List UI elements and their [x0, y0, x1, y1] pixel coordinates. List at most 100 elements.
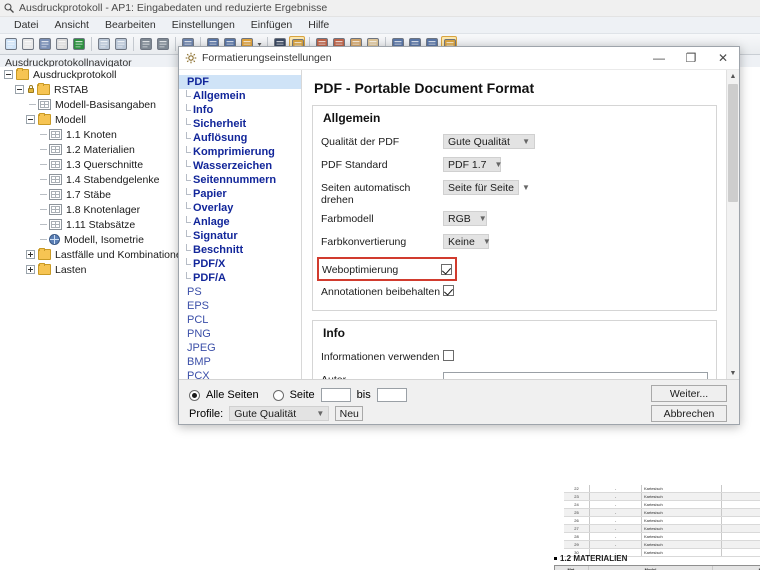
menu-bearbeiten[interactable]: Bearbeiten	[104, 19, 156, 31]
collapse-icon[interactable]	[15, 85, 24, 94]
table-cell: Kartesisch	[642, 533, 722, 540]
tree-item-1-1-knoten[interactable]: 1.1 Knoten	[0, 127, 178, 142]
continue-button[interactable]: Weiter...	[651, 385, 727, 402]
format-item-pdf[interactable]: PDF	[179, 75, 301, 89]
tree-item-1-3-querschnitte[interactable]: 1.3 Querschnitte	[0, 157, 178, 172]
colormodel-select[interactable]: RGB ▼	[443, 211, 487, 226]
tree-item-ausdruckprotokoll[interactable]: Ausdruckprotokoll	[0, 67, 178, 82]
format-item-allgemein[interactable]: Allgemein	[179, 89, 301, 103]
tree-item-lastf-lle-und-kombinationen[interactable]: Lastfälle und Kombinationen	[0, 247, 178, 262]
tree-item-1-11-stabs-tze[interactable]: 1.11 Stabsätze	[0, 217, 178, 232]
minimize-button[interactable]: —	[653, 51, 665, 65]
menu-datei[interactable]: Datei	[14, 19, 39, 31]
previous-page-icon[interactable]	[96, 36, 112, 52]
format-item-wasserzeichen[interactable]: Wasserzeichen	[179, 159, 301, 173]
format-item-overlay[interactable]: Overlay	[179, 201, 301, 215]
format-item-bmp[interactable]: BMP	[179, 355, 301, 369]
annotationen-checkbox[interactable]	[443, 285, 454, 296]
new-icon[interactable]	[3, 36, 19, 52]
menu-einfuegen[interactable]: Einfügen	[250, 19, 293, 31]
page-range-radio[interactable]	[272, 389, 284, 401]
page-from-input[interactable]	[320, 388, 351, 402]
format-item-png[interactable]: PNG	[179, 327, 301, 341]
tree-connector	[37, 142, 49, 157]
tree-item-label: Ausdruckprotokoll	[33, 68, 117, 81]
scrollbar-thumb[interactable]	[728, 84, 738, 202]
expand-icon[interactable]	[26, 250, 35, 259]
colorconv-select[interactable]: Keine ▼	[443, 234, 491, 249]
refresh-icon[interactable]	[71, 36, 87, 52]
open-icon[interactable]	[20, 36, 36, 52]
tree-item-label: 1.1 Knoten	[66, 128, 117, 141]
table-header-cell: Mat.	[555, 566, 589, 570]
scroll-down-icon[interactable]: ▼	[727, 367, 739, 379]
format-item-signatur[interactable]: Signatur	[179, 229, 301, 243]
format-item-label: PCL	[187, 314, 209, 326]
row-standard: PDF Standard PDF 1.7 ▼	[321, 157, 708, 175]
format-item-pdf-a[interactable]: PDF/A	[179, 271, 301, 285]
table-icon	[49, 219, 62, 230]
profile-select[interactable]: Gute Qualität ▼	[229, 406, 330, 421]
format-item-komprimierung[interactable]: Komprimierung	[179, 145, 301, 159]
tree-item-modell[interactable]: Modell	[0, 112, 178, 127]
format-item-label: Anlage	[193, 216, 230, 228]
use-info-checkbox[interactable]	[443, 350, 454, 361]
settings-scrollbar[interactable]: ▲ ▼	[726, 70, 739, 379]
weboptimierung-checkbox[interactable]	[441, 264, 452, 275]
format-item-anlage[interactable]: Anlage	[179, 215, 301, 229]
dropdown-arrow-icon[interactable]	[256, 36, 263, 52]
format-item-sicherheit[interactable]: Sicherheit	[179, 117, 301, 131]
format-item-label: Signatur	[193, 230, 238, 242]
tree-item-label: 1.11 Stabsätze	[66, 218, 136, 231]
menu-ansicht[interactable]: Ansicht	[54, 19, 89, 31]
expand-icon[interactable]	[26, 265, 35, 274]
quality-select[interactable]: Gute Qualität ▼	[443, 134, 535, 149]
print-preview-icon[interactable]	[54, 36, 70, 52]
tree-item-1-7-st-be[interactable]: 1.7 Stäbe	[0, 187, 178, 202]
tree-item-modell-basisangaben[interactable]: Modell-Basisangaben	[0, 97, 178, 112]
next-page-icon[interactable]	[113, 36, 129, 52]
table-icon	[49, 144, 62, 155]
standard-select[interactable]: PDF 1.7 ▼	[443, 157, 502, 172]
format-item-jpeg[interactable]: JPEG	[179, 341, 301, 355]
format-item-aufl-sung[interactable]: Auflösung	[179, 131, 301, 145]
menu-einstellungen[interactable]: Einstellungen	[171, 19, 235, 31]
close-button[interactable]: ✕	[717, 51, 729, 65]
row-colorconv: Farbkonvertierung Keine ▼	[321, 234, 708, 252]
format-item-pcx[interactable]: PCX	[179, 369, 301, 379]
format-item-seitennummern[interactable]: Seitennummern	[179, 173, 301, 187]
tree-item-1-8-knotenlager[interactable]: 1.8 Knotenlager	[0, 202, 178, 217]
format-item-ps[interactable]: PS	[179, 285, 301, 299]
rotate-select[interactable]: Seite für Seite ▼	[443, 180, 530, 195]
format-item-eps[interactable]: EPS	[179, 299, 301, 313]
save-icon[interactable]	[37, 36, 53, 52]
tree-item-1-4-stabendgelenke[interactable]: 1.4 Stabendgelenke	[0, 172, 178, 187]
tree-item-lasten[interactable]: Lasten	[0, 262, 178, 277]
format-item-beschnitt[interactable]: Beschnitt	[179, 243, 301, 257]
collapse-icon[interactable]	[4, 70, 13, 79]
format-item-pcl[interactable]: PCL	[179, 313, 301, 327]
scroll-up-icon[interactable]: ▲	[727, 70, 739, 82]
collapse-icon[interactable]	[26, 115, 35, 124]
format-item-info[interactable]: Info	[179, 103, 301, 117]
materialien-table: Mat.ModulModulSpez. GewichtNr.E [kN/cm²]…	[554, 565, 760, 570]
last-page-icon[interactable]	[155, 36, 171, 52]
all-pages-radio[interactable]	[189, 389, 200, 401]
autor-input[interactable]	[443, 372, 708, 379]
page-to-input[interactable]	[376, 388, 407, 402]
maximize-button[interactable]: ❐	[685, 51, 697, 65]
table-cell: 25	[564, 509, 590, 516]
tree-item-label: Modell	[55, 113, 86, 126]
format-item-papier[interactable]: Papier	[179, 187, 301, 201]
table-cell: 2.505	[722, 533, 760, 540]
tree-item-label: 1.4 Stabendgelenke	[66, 173, 160, 186]
format-item-label: Auflösung	[193, 132, 248, 144]
cancel-button[interactable]: Abbrechen	[651, 405, 727, 422]
menu-hilfe[interactable]: Hilfe	[308, 19, 330, 31]
tree-item-rstab[interactable]: RSTAB	[0, 82, 178, 97]
tree-item-modell-isometrie[interactable]: Modell, Isometrie	[0, 232, 178, 247]
first-page-icon[interactable]	[138, 36, 154, 52]
format-item-pdf-x[interactable]: PDF/X	[179, 257, 301, 271]
new-profile-button[interactable]: Neu	[335, 406, 364, 421]
tree-item-1-2-materialien[interactable]: 1.2 Materialien	[0, 142, 178, 157]
